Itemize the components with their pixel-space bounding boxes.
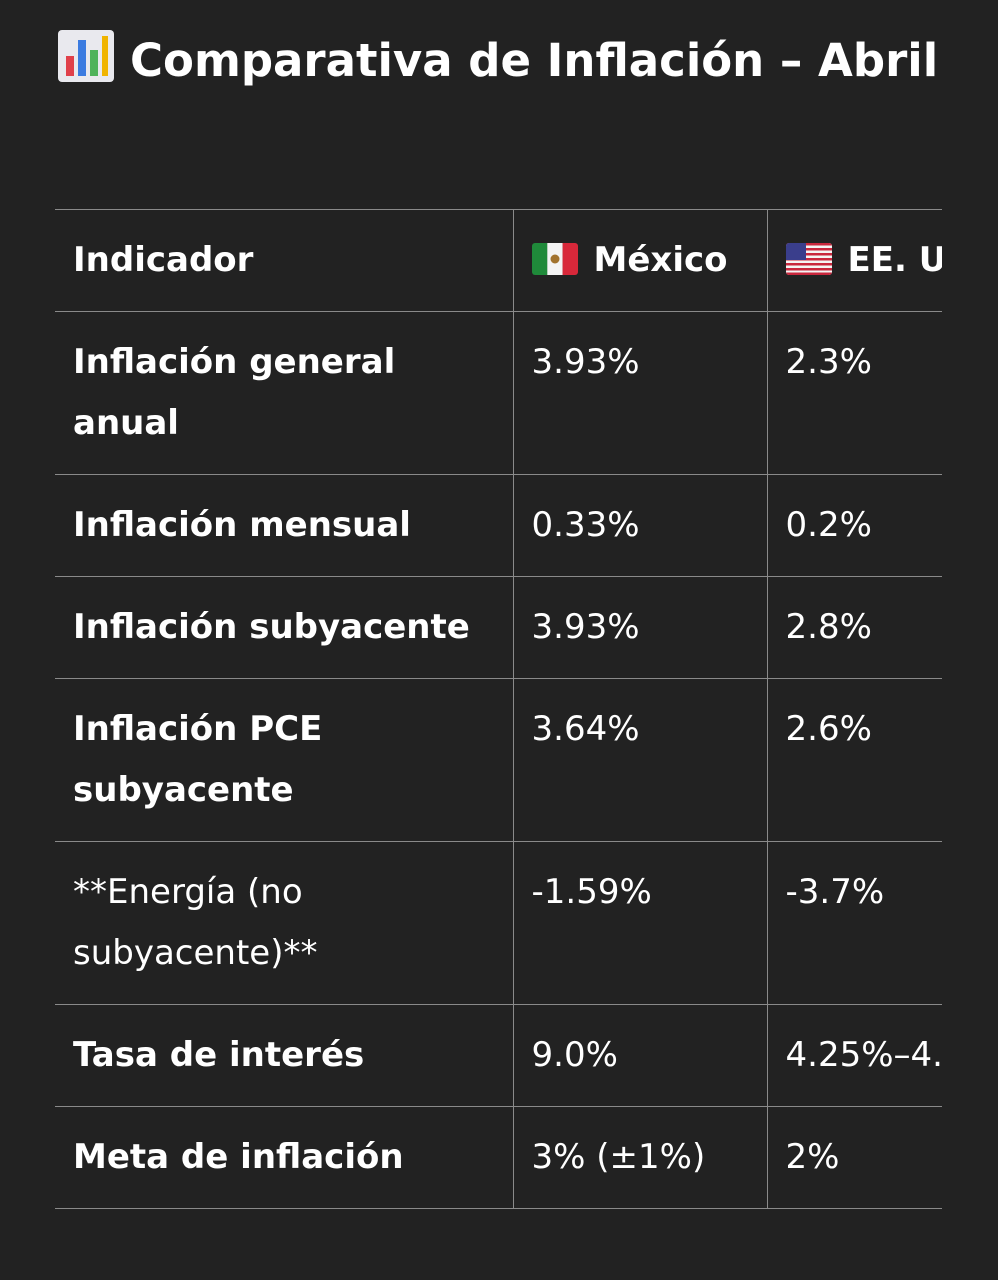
header-usa: EE. UU. <box>766 209 942 312</box>
usa-flag-icon <box>785 243 832 275</box>
table-row: Inflación mensual 0.33% 0.2% <box>55 474 942 577</box>
row-usa-value: 4.25%–4.50% <box>766 1004 942 1107</box>
row-indicator: Meta de inflación <box>55 1106 514 1209</box>
table-row: Meta de inflación 3% (±1%) 2% <box>55 1106 942 1209</box>
row-indicator: **Energía (no subyacente)** <box>55 841 514 1005</box>
table-row: Inflación general anual 3.93% 2.3% <box>55 311 942 475</box>
table-row: Inflación PCE subyacente 3.64% 2.6% <box>55 678 942 842</box>
table-row: Inflación subyacente 3.93% 2.8% <box>55 576 942 679</box>
row-usa-value: 2.8% <box>766 576 942 679</box>
inflation-table: Indicador México <box>55 209 942 1209</box>
row-mexico-value: 9.0% <box>512 1004 768 1107</box>
inflation-table-container[interactable]: Indicador México <box>55 209 942 1280</box>
header-mexico: México <box>512 209 768 312</box>
row-usa-value: -3.7% <box>766 841 942 1005</box>
row-mexico-value: 3.64% <box>512 678 768 842</box>
page-title: Comparativa de Inflación – Abril 2025 <box>58 30 942 97</box>
row-indicator: Inflación mensual <box>55 474 514 577</box>
row-mexico-value: 3% (±1%) <box>512 1106 768 1209</box>
row-usa-value: 2.3% <box>766 311 942 475</box>
table-header-row: Indicador México <box>55 209 942 312</box>
page-title-text: Comparativa de Inflación – Abril 2025 <box>130 34 942 87</box>
row-indicator: Inflación PCE subyacente <box>55 678 514 842</box>
row-indicator: Inflación subyacente <box>55 576 514 679</box>
bar-chart-icon <box>58 30 114 97</box>
row-mexico-value: 3.93% <box>512 576 768 679</box>
row-usa-value: 2.6% <box>766 678 942 842</box>
row-mexico-value: 3.93% <box>512 311 768 475</box>
row-mexico-value: 0.33% <box>512 474 768 577</box>
header-indicator: Indicador <box>55 209 514 312</box>
mexico-flag-icon <box>531 243 578 275</box>
table-row: Tasa de interés 9.0% 4.25%–4.50% <box>55 1004 942 1107</box>
row-indicator: Inflación general anual <box>55 311 514 475</box>
row-usa-value: 2% <box>766 1106 942 1209</box>
row-usa-value: 0.2% <box>766 474 942 577</box>
row-indicator: Tasa de interés <box>55 1004 514 1107</box>
row-mexico-value: -1.59% <box>512 841 768 1005</box>
table-row: **Energía (no subyacente)** -1.59% -3.7% <box>55 841 942 1005</box>
